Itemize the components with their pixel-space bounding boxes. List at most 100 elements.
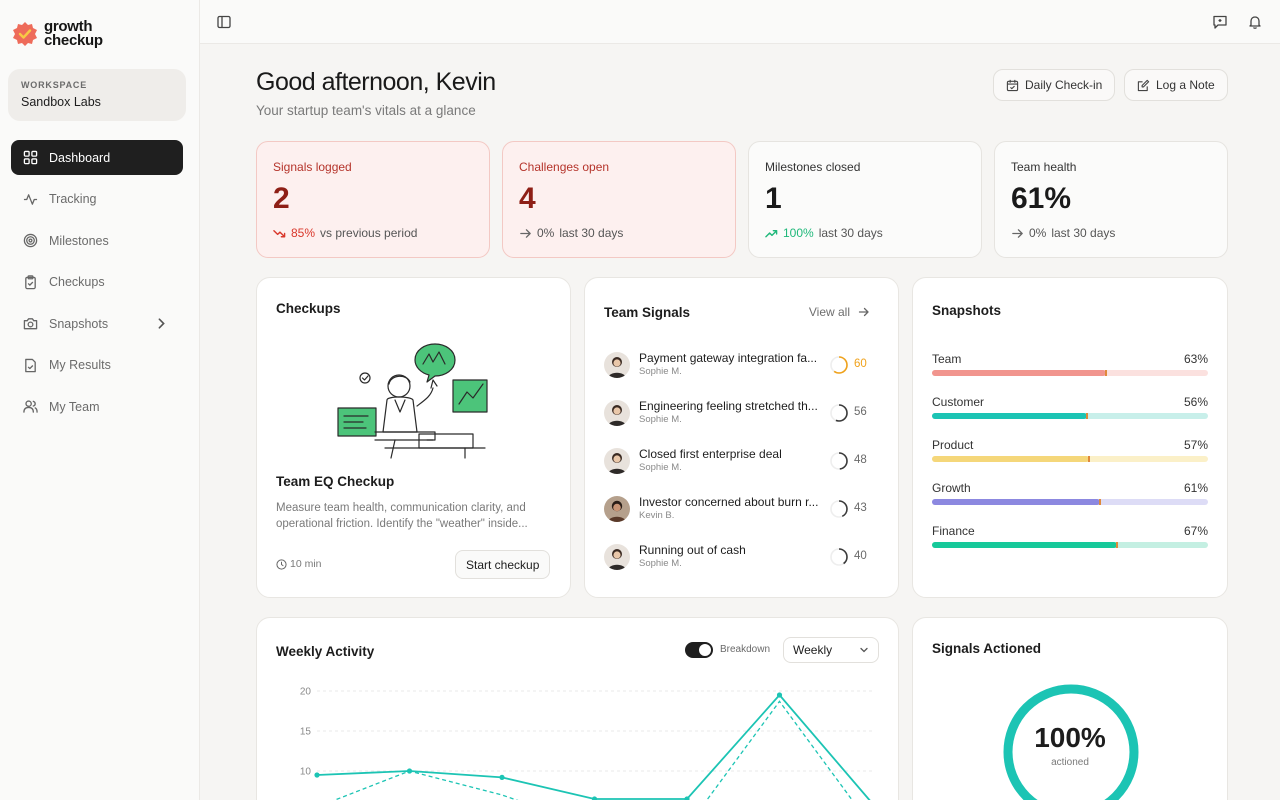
log-note-label: Log a Note (1156, 78, 1215, 92)
snapshot-marker (1104, 370, 1107, 376)
trend-up-icon (765, 229, 778, 237)
weekly-activity-card: Weekly Activity Breakdown Weekly 20 15 10 (256, 617, 899, 800)
logo-badge-icon (13, 22, 37, 46)
start-checkup-button[interactable]: Start checkup (455, 550, 551, 579)
activity-icon (23, 193, 38, 205)
trend-down-icon (273, 229, 286, 237)
sidebar-item-tracking[interactable]: Tracking (11, 182, 183, 217)
workspace-switcher[interactable]: WORKSPACE Sandbox Labs (8, 69, 186, 121)
stat-card-team-health[interactable]: Team health 61% 0% last 30 days (994, 141, 1228, 258)
arrow-right-icon (1012, 228, 1023, 238)
snapshot-percent: 63% (1183, 352, 1208, 366)
snapshot-row-finance[interactable]: Finance 67% (932, 524, 1208, 548)
stat-card-signals-logged[interactable]: Signals logged 2 85% vs previous period (256, 141, 490, 258)
score-ring (830, 452, 848, 470)
weekly-activity-chart: 20 15 10 (300, 687, 872, 800)
avatar (604, 448, 630, 474)
snapshots-title: Snapshots (932, 303, 1002, 318)
snapshot-percent: 56% (1183, 395, 1208, 409)
page-subtitle: Your startup team's vitals at a glance (256, 103, 476, 118)
snapshot-row-product[interactable]: Product 57% (932, 438, 1208, 462)
target-icon (23, 233, 38, 248)
data-point[interactable] (776, 692, 783, 698)
checkups-card: Checkups Team EQ Checkup Measure team he (256, 277, 571, 598)
calendar-check-icon (1006, 79, 1019, 91)
snapshot-label: Growth (932, 481, 971, 495)
sidebar-item-milestones[interactable]: Milestones (11, 223, 183, 258)
stat-value: 4 (519, 182, 536, 215)
feedback-icon[interactable] (1212, 14, 1228, 30)
weekly-activity-title: Weekly Activity (276, 644, 375, 659)
y-tick-label: 20 (300, 687, 312, 698)
snapshot-track (932, 542, 1208, 548)
sidebar-item-checkups[interactable]: Checkups (11, 265, 183, 300)
file-check-icon (25, 358, 36, 372)
sidebar-item-label: My Team (49, 399, 100, 414)
snapshot-marker (1085, 413, 1088, 419)
snapshot-label: Finance (932, 524, 975, 538)
snapshot-fill (932, 542, 1117, 548)
sidebar-item-label: Tracking (49, 192, 97, 206)
sidebar-item-my-team[interactable]: My Team (11, 389, 183, 424)
checkup-illustration (337, 343, 488, 459)
team-signals-title: Team Signals (604, 305, 691, 320)
sidebar-toggle-icon[interactable] (216, 14, 232, 30)
view-all-label: View all (808, 305, 850, 319)
period-select[interactable]: Weekly (783, 637, 879, 663)
data-point[interactable] (314, 772, 320, 778)
app-logo[interactable]: growth checkup (12, 18, 103, 48)
score-ring (830, 500, 848, 518)
bell-icon[interactable] (1247, 14, 1263, 30)
data-point[interactable] (591, 796, 598, 800)
y-tick-label: 10 (300, 767, 312, 778)
logo-line-1: growth (44, 18, 93, 35)
stat-footer: 0% last 30 days (519, 226, 623, 240)
log-note-button[interactable]: Log a Note (1124, 69, 1228, 101)
period-select-value: Weekly (793, 643, 833, 657)
stat-card-milestones-closed[interactable]: Milestones closed 1 100% last 30 days (748, 141, 982, 258)
snapshot-fill (932, 499, 1101, 505)
signal-author: Sophie M. (639, 462, 682, 473)
sidebar-item-dashboard[interactable]: Dashboard (11, 140, 183, 175)
stat-card-challenges-open[interactable]: Challenges open 4 0% last 30 days (502, 141, 736, 258)
view-all-link[interactable]: View all (809, 305, 870, 319)
snapshot-percent: 57% (1183, 438, 1208, 452)
score-ring (830, 404, 848, 422)
snapshot-row-growth[interactable]: Growth 61% (932, 481, 1208, 505)
data-point[interactable] (684, 796, 690, 800)
checkups-title: Checkups (276, 301, 341, 316)
logo-text: growth checkup (44, 18, 103, 48)
snapshot-row-customer[interactable]: Customer 56% (932, 395, 1208, 419)
stat-change: 0% (537, 226, 555, 240)
signal-title: Payment gateway integration fa... (639, 351, 818, 365)
signal-row[interactable]: Engineering feeling stretched th... Soph… (604, 396, 874, 432)
stat-footer: 0% last 30 days (1011, 226, 1115, 240)
checkup-duration: 10 min (276, 558, 322, 570)
snapshot-row-team[interactable]: Team 63% (932, 352, 1208, 376)
snapshot-percent: 67% (1183, 524, 1208, 538)
breakdown-label: Breakdown (720, 644, 771, 655)
signal-row[interactable]: Investor concerned about burn r... Kevin… (604, 492, 874, 528)
chevron-right-icon[interactable] (154, 316, 169, 331)
signal-row[interactable]: Running out of cash Sophie M. 40 (604, 540, 874, 576)
daily-checkin-button[interactable]: Daily Check-in (993, 69, 1116, 101)
avatar (604, 352, 630, 378)
stat-label: Signals logged (273, 160, 352, 174)
sidebar-item-label: Dashboard (49, 150, 111, 165)
checkup-duration-text: 10 min (290, 558, 322, 570)
page-title: Good afternoon, Kevin (256, 68, 496, 96)
signal-row[interactable]: Closed first enterprise deal Sophie M. 4… (604, 444, 874, 480)
stat-change: 100% (783, 226, 814, 240)
signal-title: Closed first enterprise deal (639, 447, 782, 461)
breakdown-toggle[interactable] (685, 642, 713, 658)
signal-score: 40 (854, 550, 867, 562)
sidebar-item-my-results[interactable]: My Results (11, 348, 183, 383)
sidebar-item-label: Snapshots (49, 316, 109, 331)
signal-author: Sophie M. (639, 366, 682, 377)
signal-row[interactable]: Payment gateway integration fa... Sophie… (604, 348, 874, 384)
chevron-down-icon (860, 647, 868, 653)
snapshot-marker (1088, 456, 1091, 462)
stat-period: last 30 days (559, 226, 624, 240)
data-point[interactable] (499, 774, 505, 780)
sidebar-item-snapshots[interactable]: Snapshots (11, 306, 183, 341)
